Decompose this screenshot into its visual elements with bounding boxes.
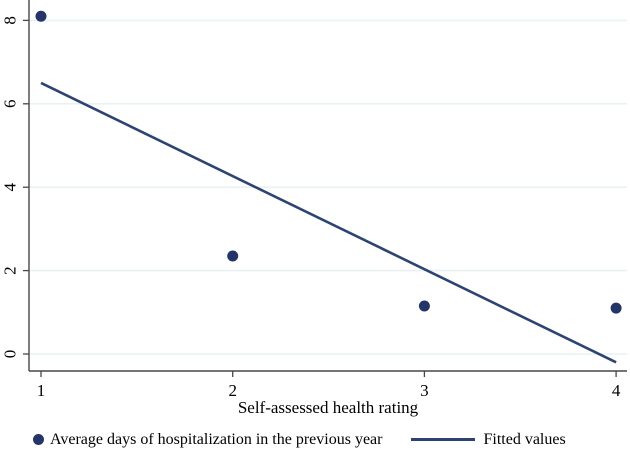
x-tick-label: 3 [420, 381, 429, 400]
data-point [35, 10, 47, 22]
tick-labels: 0 2 4 6 8 1 2 3 4 [1, 16, 621, 400]
x-tick-label: 2 [228, 381, 237, 400]
fitted-line [40, 81, 617, 364]
data-point [227, 250, 239, 262]
legend-item-scatter: Average days of hospitalization in the p… [33, 431, 382, 449]
x-tick-label: 1 [37, 381, 46, 400]
legend-label-fitted: Fitted values [483, 430, 566, 448]
x-axis-title: Self-assessed health rating [238, 398, 419, 417]
data-point [418, 300, 430, 312]
scatter-marker-icon [33, 434, 44, 445]
y-tick-label: 4 [1, 182, 20, 191]
y-tick-label: 6 [1, 100, 20, 109]
gridlines [29, 19, 627, 355]
legend: Average days of hospitalization in the p… [0, 420, 630, 459]
x-tick-label: 4 [612, 381, 621, 400]
data-point [610, 302, 622, 314]
plot-area: 0 2 4 6 8 1 2 3 4 Self-assessed health rating [1, 0, 627, 417]
fitted-line-icon [411, 438, 476, 441]
legend-item-fitted: Fitted values [411, 430, 566, 449]
y-tick-label: 0 [1, 350, 20, 359]
data-series [35, 10, 622, 364]
y-tick-label: 2 [1, 266, 20, 275]
axes [28, 0, 627, 372]
y-tick-label: 8 [1, 16, 20, 25]
axis-ticks [23, 19, 617, 377]
legend-label-scatter: Average days of hospitalization in the p… [50, 430, 383, 448]
